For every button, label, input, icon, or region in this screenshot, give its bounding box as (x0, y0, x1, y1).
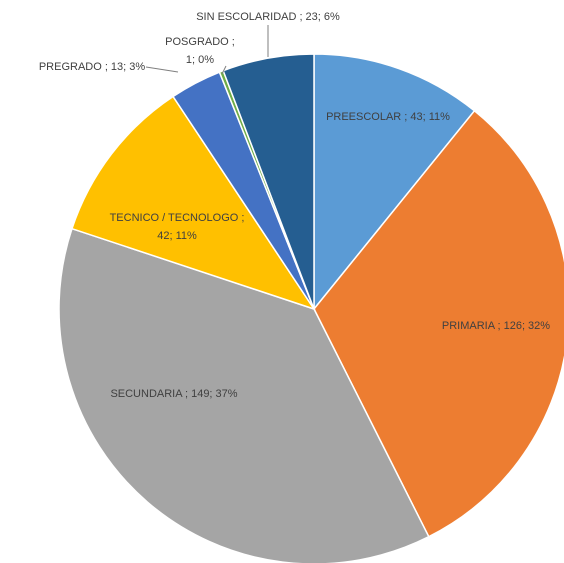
data-label: 126; 32% (504, 320, 551, 332)
leader-line (221, 65, 227, 75)
data-label-group: SIN ESCOLARIDAD ; 23; 6% (196, 11, 340, 23)
data-label-category: PREESCOLAR ; (326, 111, 407, 123)
data-label: 13; 3% (111, 61, 145, 73)
data-label-category: SECUNDARIA ; (110, 388, 188, 400)
data-label-group: PREESCOLAR ; 43; 11% (326, 111, 450, 123)
pie-slice (58, 227, 430, 563)
pie-slice (313, 53, 476, 312)
data-label-group: PRIMARIA ; 126; 32% (442, 320, 550, 332)
data-label-category: PREGRADO ; (39, 61, 108, 73)
data-label: 43; 11% (410, 111, 450, 123)
data-label: 1; 0% (186, 54, 214, 66)
data-label-category: POSGRADO ; (165, 36, 235, 48)
data-label-category: SIN ESCOLARIDAD ; (196, 11, 302, 23)
data-label: 42; 11% (157, 230, 197, 242)
pie-slice (71, 95, 316, 311)
data-label-category: PRIMARIA ; (442, 320, 501, 332)
data-label-category: TECNICO / TECNOLOGO ; (110, 212, 245, 224)
data-label: 23; 6% (306, 11, 340, 23)
data-label: 149; 37% (191, 388, 238, 400)
data-label-group: SECUNDARIA ; 149; 37% (110, 388, 237, 400)
leader-line (145, 66, 179, 73)
pie-slice (313, 109, 564, 538)
data-label-group: PREGRADO ; 13; 3% (39, 61, 146, 73)
